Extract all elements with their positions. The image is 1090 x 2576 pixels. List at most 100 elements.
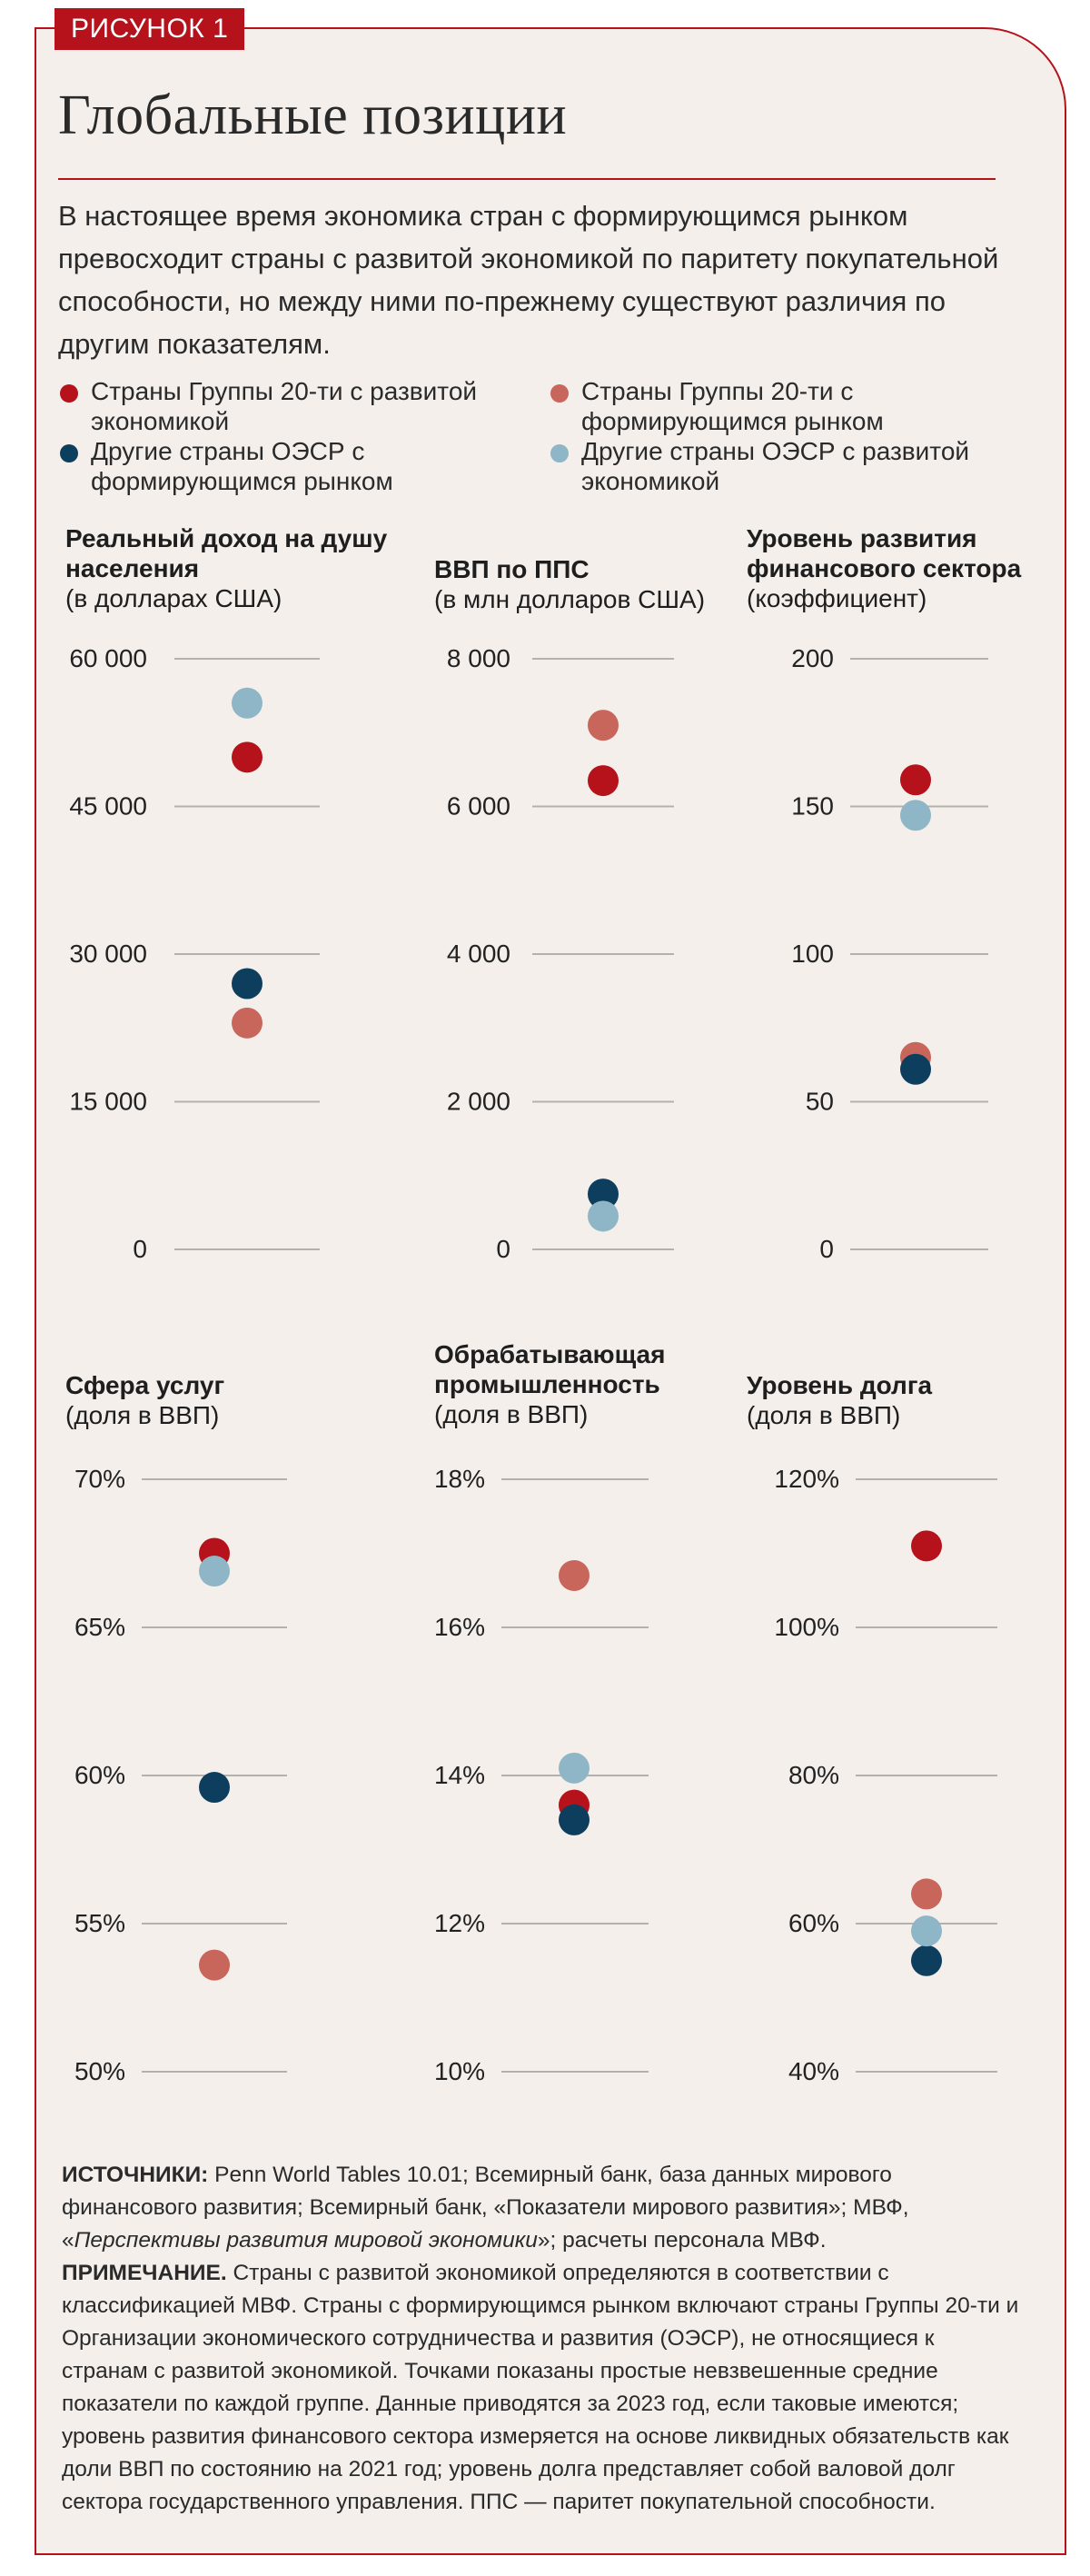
note-text: Страны с развитой экономикой определяютс… bbox=[62, 2261, 1019, 2514]
chart-panel: 120% 100% 80% 60% 40% bbox=[774, 1465, 997, 2085]
tick-label: 150 bbox=[791, 792, 834, 821]
tick-label: 30 000 bbox=[69, 940, 147, 968]
tick-label: 0 bbox=[496, 1235, 510, 1263]
chart-heading: Обрабатывающая промышленность (доля в ВВ… bbox=[434, 1339, 689, 1429]
intro-text: В настоящее время экономика стран с форм… bbox=[58, 200, 999, 360]
chart-heading: Реальный доход на душу населения (в долл… bbox=[65, 523, 429, 613]
legend-dot-icon bbox=[550, 444, 569, 462]
sources-paragraph: ИСТОЧНИКИ: Penn World Tables 10.01; Всем… bbox=[62, 2159, 1025, 2257]
data-point bbox=[559, 1559, 590, 1591]
chart-title: Реальный доход на душу населения bbox=[65, 524, 388, 582]
tick-label: 100% bbox=[774, 1613, 839, 1641]
data-point bbox=[588, 765, 619, 797]
sources-text-end: »; расчеты персонала МВФ. bbox=[537, 2228, 827, 2253]
legend-dot-icon bbox=[550, 384, 569, 403]
tick-label: 45 000 bbox=[69, 792, 147, 821]
chart-title: ВВП по ППС bbox=[434, 555, 590, 583]
tick-label: 6 000 bbox=[447, 792, 510, 821]
chart-subtitle: (в долларах США) bbox=[65, 584, 282, 612]
data-point bbox=[900, 1053, 931, 1085]
chart-subtitle: (доля в ВВП) bbox=[65, 1401, 220, 1429]
chart-panel: 60 000 45 000 30 000 15 000 0 bbox=[69, 644, 320, 1263]
chart-title: Сфера услуг bbox=[65, 1371, 225, 1399]
data-point bbox=[559, 1752, 590, 1784]
tick-label: 15 000 bbox=[69, 1088, 147, 1116]
chart-panel: 70% 65% 60% 55% 50% bbox=[74, 1465, 287, 2085]
tick-label: 18% bbox=[434, 1465, 485, 1493]
data-point bbox=[588, 1179, 619, 1210]
chart-subtitle: (доля в ВВП) bbox=[434, 1400, 589, 1428]
legend-item: Другие страны ОЭСР с формирующимся рынко… bbox=[58, 436, 527, 496]
data-point bbox=[559, 1804, 590, 1835]
figure-label: РИСУНОК 1 bbox=[54, 8, 245, 50]
tick-label: 50 bbox=[806, 1088, 834, 1116]
legend-dot-icon bbox=[60, 384, 78, 403]
sources-text: Penn World Tables 10.01; Всемирный банк,… bbox=[62, 2163, 909, 2253]
note-paragraph: ПРИМЕЧАНИЕ. Страны с развитой экономикой… bbox=[62, 2257, 1025, 2519]
chart-title: Обрабатывающая промышленность bbox=[434, 1340, 666, 1398]
chart-heading: Сфера услуг (доля в ВВП) bbox=[65, 1370, 429, 1430]
legend-label: Страны Группы 20-ти с формирующимся рынк… bbox=[581, 377, 884, 435]
data-point bbox=[588, 710, 619, 741]
data-point bbox=[588, 1200, 619, 1232]
tick-label: 10% bbox=[434, 2057, 485, 2085]
tick-label: 8 000 bbox=[447, 644, 510, 672]
legend: Страны Группы 20-ти с развитой экономико… bbox=[58, 376, 1021, 503]
tick-label: 0 bbox=[133, 1235, 147, 1263]
tick-label: 70% bbox=[74, 1465, 125, 1493]
tick-label: 120% bbox=[774, 1465, 839, 1493]
legend-dot-icon bbox=[60, 444, 78, 462]
legend-item: Другие страны ОЭСР с развитой экономикой bbox=[549, 436, 1017, 496]
tick-label: 16% bbox=[434, 1613, 485, 1641]
tick-label: 50% bbox=[74, 2057, 125, 2085]
legend-label: Страны Группы 20-ти с развитой экономико… bbox=[91, 377, 478, 435]
chart-heading: Уровень развития финансового сектора (ко… bbox=[747, 523, 1090, 613]
data-point bbox=[911, 1915, 942, 1947]
tick-label: 40% bbox=[788, 2057, 839, 2085]
data-point bbox=[199, 1772, 230, 1804]
chart-heading: ВВП по ППС (в млн долларов США) bbox=[434, 554, 798, 614]
data-point bbox=[911, 1878, 942, 1910]
tick-label: 200 bbox=[791, 644, 834, 672]
tick-label: 60% bbox=[788, 1909, 839, 1937]
tick-label: 2 000 bbox=[447, 1088, 510, 1116]
chart-subtitle: (коэффициент) bbox=[747, 584, 927, 612]
legend-item: Страны Группы 20-ти с формирующимся рынк… bbox=[549, 376, 1017, 436]
tick-label: 80% bbox=[788, 1761, 839, 1789]
data-point bbox=[900, 800, 931, 831]
data-point bbox=[232, 1007, 263, 1039]
page-title: Глобальные позиции bbox=[58, 85, 568, 146]
tick-label: 0 bbox=[819, 1235, 834, 1263]
tick-label: 65% bbox=[74, 1613, 125, 1641]
data-point bbox=[199, 1949, 230, 1981]
chart-subtitle: (в млн долларов США) bbox=[434, 585, 706, 613]
chart-heading: Уровень долга (доля в ВВП) bbox=[747, 1370, 1090, 1430]
sources-italic: Перспективы развития мировой экономики bbox=[74, 2228, 538, 2253]
legend-label: Другие страны ОЭСР с развитой экономикой bbox=[581, 437, 970, 495]
legend-item: Страны Группы 20-ти с развитой экономико… bbox=[58, 376, 527, 436]
chart-panel: 8 000 6 000 4 000 2 000 0 bbox=[447, 644, 674, 1263]
tick-label: 14% bbox=[434, 1761, 485, 1789]
title-divider bbox=[58, 178, 996, 180]
chart-title: Уровень долга bbox=[747, 1371, 933, 1399]
sources-label: ИСТОЧНИКИ: bbox=[62, 2163, 209, 2187]
chart-panel: 200 150 100 50 0 bbox=[791, 644, 988, 1263]
sources-block: ИСТОЧНИКИ: Penn World Tables 10.01; Всем… bbox=[62, 2159, 1025, 2519]
data-point bbox=[900, 764, 931, 796]
data-point bbox=[911, 1944, 942, 1976]
tick-label: 60 000 bbox=[69, 644, 147, 672]
chart-panel: 18% 16% 14% 12% 10% bbox=[434, 1465, 649, 2085]
tick-label: 4 000 bbox=[447, 940, 510, 968]
data-point bbox=[199, 1556, 230, 1587]
chart-title: Уровень развития финансового сектора bbox=[747, 524, 1022, 582]
data-point bbox=[232, 741, 263, 773]
tick-label: 12% bbox=[434, 1909, 485, 1937]
data-point bbox=[232, 687, 263, 719]
chart-subtitle: (доля в ВВП) bbox=[747, 1401, 901, 1429]
tick-label: 100 bbox=[791, 940, 834, 968]
tick-label: 55% bbox=[74, 1909, 125, 1937]
data-point bbox=[232, 968, 263, 1000]
legend-label: Другие страны ОЭСР с формирующимся рынко… bbox=[91, 437, 393, 495]
